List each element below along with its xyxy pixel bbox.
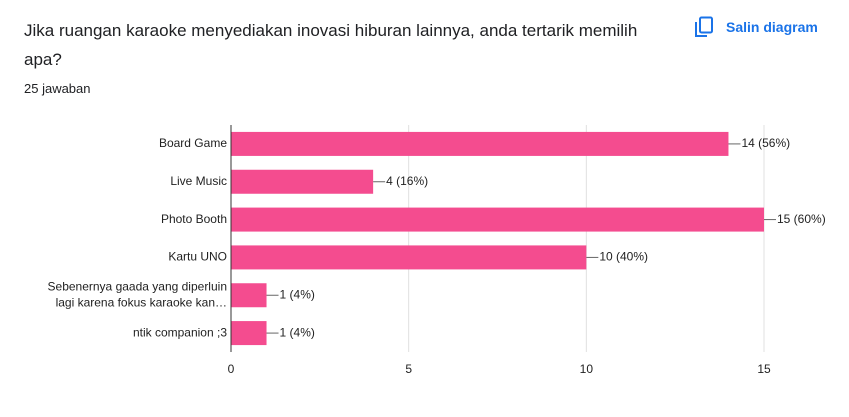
copy-label: Salin diagram bbox=[726, 19, 818, 35]
value-label: 1 (4%) bbox=[280, 325, 315, 339]
bar bbox=[231, 131, 729, 156]
y-tick-label: Live Music bbox=[170, 174, 227, 188]
y-tick-label: Photo Booth bbox=[161, 212, 227, 226]
y-tick-label: Board Game bbox=[159, 136, 227, 150]
bar bbox=[231, 169, 374, 194]
question-title: Jika ruangan karaoke menyediakan inovasi… bbox=[24, 21, 638, 69]
x-tick-label: 10 bbox=[580, 362, 594, 376]
x-tick-label: 5 bbox=[405, 362, 412, 376]
value-label: 14 (56%) bbox=[741, 136, 790, 150]
bar bbox=[231, 321, 267, 346]
y-tick-label: Sebenernya gaada yang diperluin lagi kare… bbox=[48, 279, 227, 309]
x-tick-label: 15 bbox=[757, 362, 771, 376]
value-label: 4 (16%) bbox=[386, 174, 428, 188]
response-count: 25 jawaban bbox=[24, 81, 91, 96]
y-tick-label: ntik companion ;3 bbox=[133, 325, 227, 339]
value-label: 10 (40%) bbox=[599, 250, 648, 264]
bar bbox=[231, 207, 764, 232]
y-tick-label-line: lagi karena fokus karaoke kan… bbox=[56, 295, 227, 309]
bar bbox=[231, 245, 587, 270]
x-tick-label: 0 bbox=[228, 362, 235, 376]
y-tick-label: Kartu UNO bbox=[168, 250, 227, 264]
value-label: 15 (60%) bbox=[777, 212, 826, 226]
copy-icon bbox=[695, 16, 713, 37]
value-label: 1 (4%) bbox=[280, 287, 315, 301]
bar bbox=[231, 283, 267, 308]
copy-button[interactable]: Salin diagram bbox=[694, 16, 818, 38]
y-tick-label-line: Sebenernya gaada yang diperluin bbox=[48, 279, 227, 293]
